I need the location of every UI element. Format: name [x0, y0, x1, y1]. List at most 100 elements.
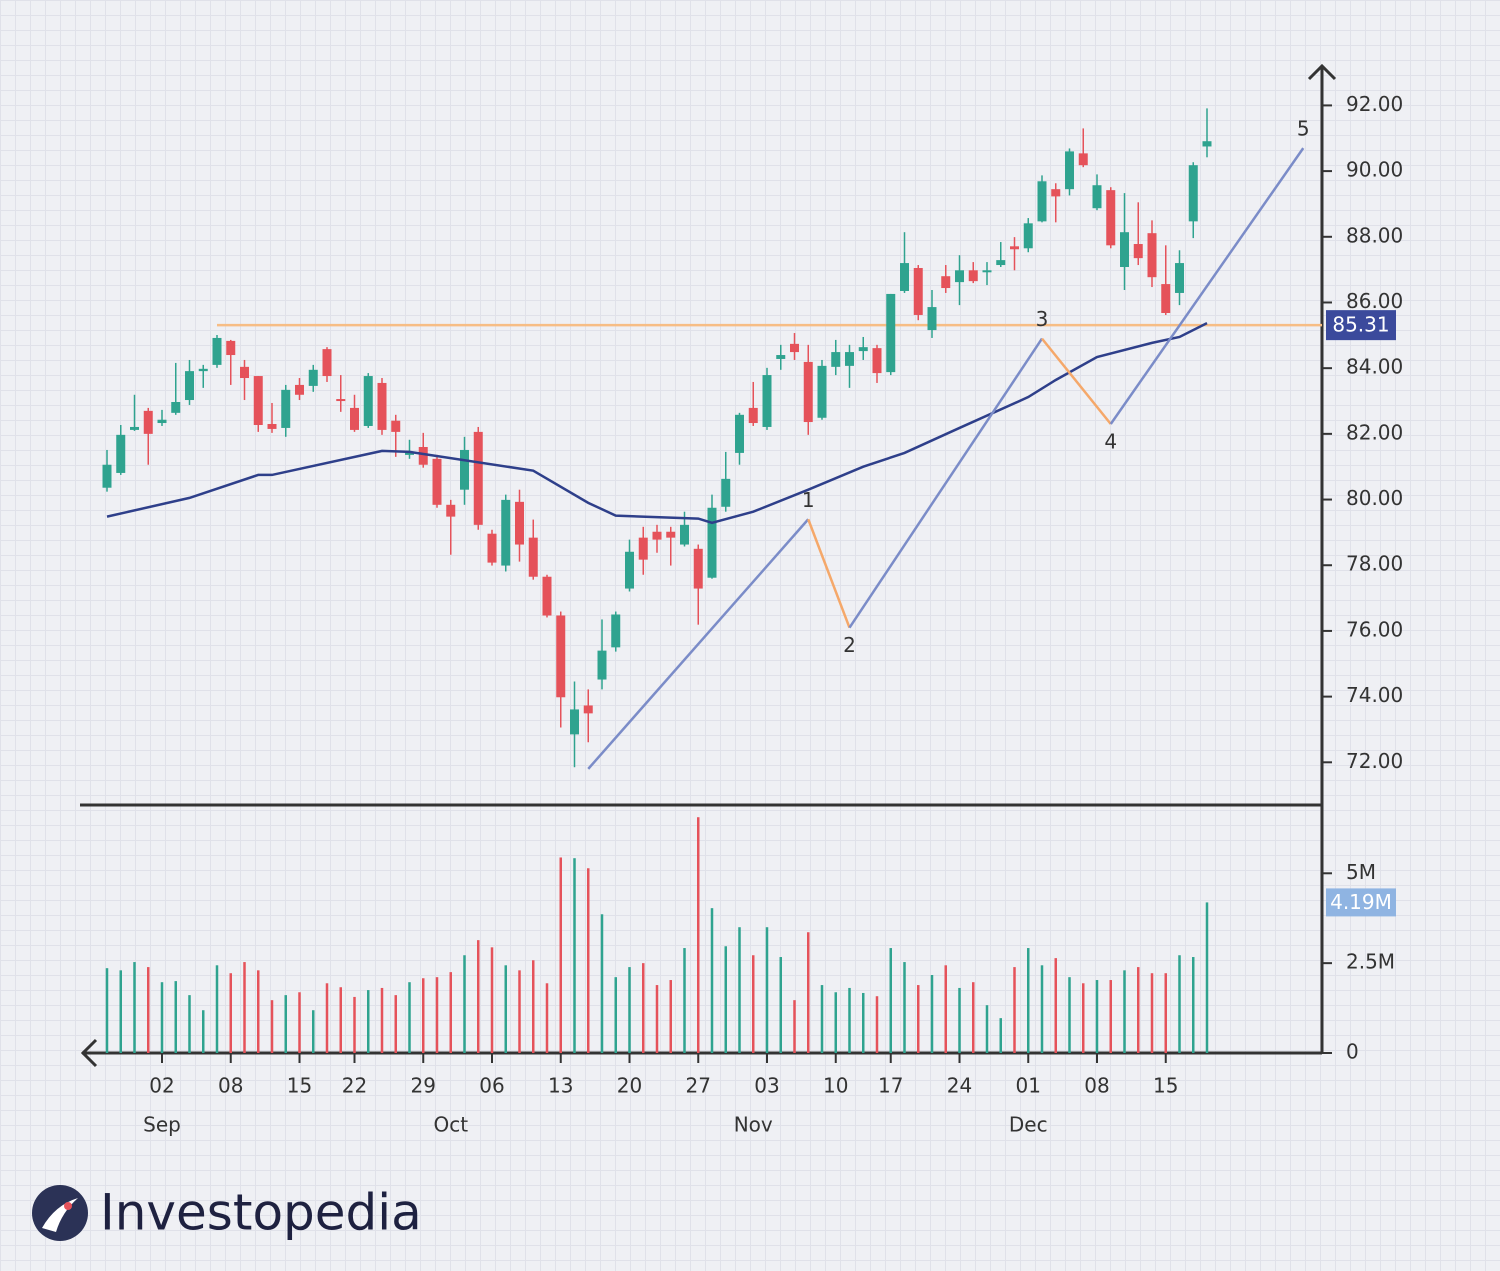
y-tick-label: 88.00: [1346, 223, 1403, 247]
volume-bar: [655, 985, 659, 1053]
wave-label: 1: [802, 488, 815, 512]
volume-bar: [1027, 948, 1030, 1053]
candle-body: [680, 524, 689, 545]
candle-body: [886, 293, 896, 373]
volume-bar: [435, 977, 439, 1053]
wave-segment: [848, 337, 1044, 629]
volume-bar: [875, 996, 879, 1053]
candle-body: [1106, 190, 1116, 246]
candle-body: [693, 548, 703, 589]
y-tick-label: 2.5M: [1346, 950, 1395, 974]
candle-body: [597, 650, 607, 680]
candle-body: [460, 449, 469, 490]
candle-body: [968, 270, 978, 282]
volume-bar: [463, 955, 466, 1053]
x-tick-label: 01: [1016, 1074, 1041, 1098]
volume-bar: [587, 868, 590, 1053]
x-tick-label: 08: [1084, 1074, 1109, 1098]
y-tick-label: 84.00: [1346, 355, 1403, 379]
y-tick-label: 86.00: [1346, 289, 1403, 313]
x-tick-label: 13: [548, 1074, 573, 1098]
candle-body: [1188, 165, 1198, 222]
volume-bar: [270, 1000, 274, 1053]
candle-body: [515, 501, 524, 545]
x-tick-label: 29: [411, 1074, 436, 1098]
volume-bar: [394, 995, 397, 1053]
wave-label: 3: [1036, 307, 1049, 331]
logo-dot: [64, 1202, 72, 1210]
candle-body: [1161, 284, 1171, 313]
volume-bar: [1054, 958, 1057, 1053]
candle-body: [638, 537, 648, 560]
candle-body: [363, 376, 373, 426]
volume-bar: [312, 1010, 315, 1053]
candle-body: [845, 352, 854, 366]
candle-body: [817, 365, 827, 418]
volume-bar: [229, 973, 232, 1053]
candle-body: [625, 551, 634, 589]
volume-bar: [793, 1000, 796, 1053]
logo: Investopedia: [32, 1184, 422, 1242]
volume-bar: [600, 914, 604, 1053]
volume-bar: [160, 982, 164, 1053]
volume-bar: [958, 987, 961, 1053]
wave-segment: [807, 518, 851, 629]
volume-bar: [1013, 967, 1016, 1053]
candle-body: [185, 371, 194, 401]
volume-bar: [133, 962, 136, 1053]
volume-bar: [339, 987, 342, 1053]
candle-body: [102, 464, 112, 488]
volume-bar: [477, 940, 480, 1053]
candle-body: [1051, 189, 1061, 197]
x-tick-label: 22: [342, 1074, 367, 1098]
candle-body: [1147, 233, 1157, 278]
volume-bar: [325, 983, 329, 1053]
x-tick-label: 27: [686, 1074, 711, 1098]
volume-bar: [422, 978, 425, 1053]
x-tick-label: 06: [479, 1074, 504, 1098]
candle-body: [721, 478, 731, 507]
candle-body: [198, 368, 208, 372]
volume-bar: [1192, 957, 1195, 1053]
candle-body: [1175, 263, 1184, 293]
y-tick-label: 74.00: [1346, 683, 1403, 707]
volume-bar: [642, 963, 645, 1053]
axis-arrow: [80, 1038, 98, 1068]
candle-body: [473, 431, 483, 525]
wave-segment: [1041, 337, 1112, 425]
price-tag: [1326, 310, 1396, 341]
volume-bar: [1137, 967, 1140, 1053]
candle-body: [391, 420, 401, 432]
volume-bar: [834, 992, 837, 1053]
volume-bar: [683, 948, 686, 1053]
wave-label: 5: [1297, 117, 1310, 141]
x-tick-label: 20: [617, 1074, 642, 1098]
volume-bar: [284, 995, 287, 1053]
month-label: Oct: [433, 1113, 468, 1137]
volume-bar: [532, 960, 535, 1053]
candle-body: [1202, 141, 1212, 147]
candle-body: [858, 347, 868, 352]
volume-bar: [972, 982, 975, 1053]
candle-body: [542, 576, 552, 616]
volume-bar: [174, 981, 177, 1053]
volume-bar: [710, 908, 714, 1053]
volume-bar: [944, 965, 947, 1053]
moving-average: [106, 322, 1208, 525]
volume-bar: [614, 977, 617, 1053]
x-tick-label: 03: [754, 1074, 779, 1098]
volume-bar: [889, 948, 892, 1053]
volume-bar: [147, 967, 150, 1053]
candle-body: [240, 366, 249, 379]
volume-bar: [779, 957, 782, 1053]
candle-body: [322, 349, 332, 377]
candle-body: [913, 267, 923, 315]
candle-body: [1010, 246, 1019, 250]
volume-bar: [202, 1010, 205, 1053]
candle-body: [336, 399, 346, 402]
logo-text: Investopedia: [100, 1184, 422, 1242]
candle-body: [1092, 185, 1102, 209]
candle-body: [226, 340, 236, 356]
x-tick-label: 15: [287, 1074, 312, 1098]
